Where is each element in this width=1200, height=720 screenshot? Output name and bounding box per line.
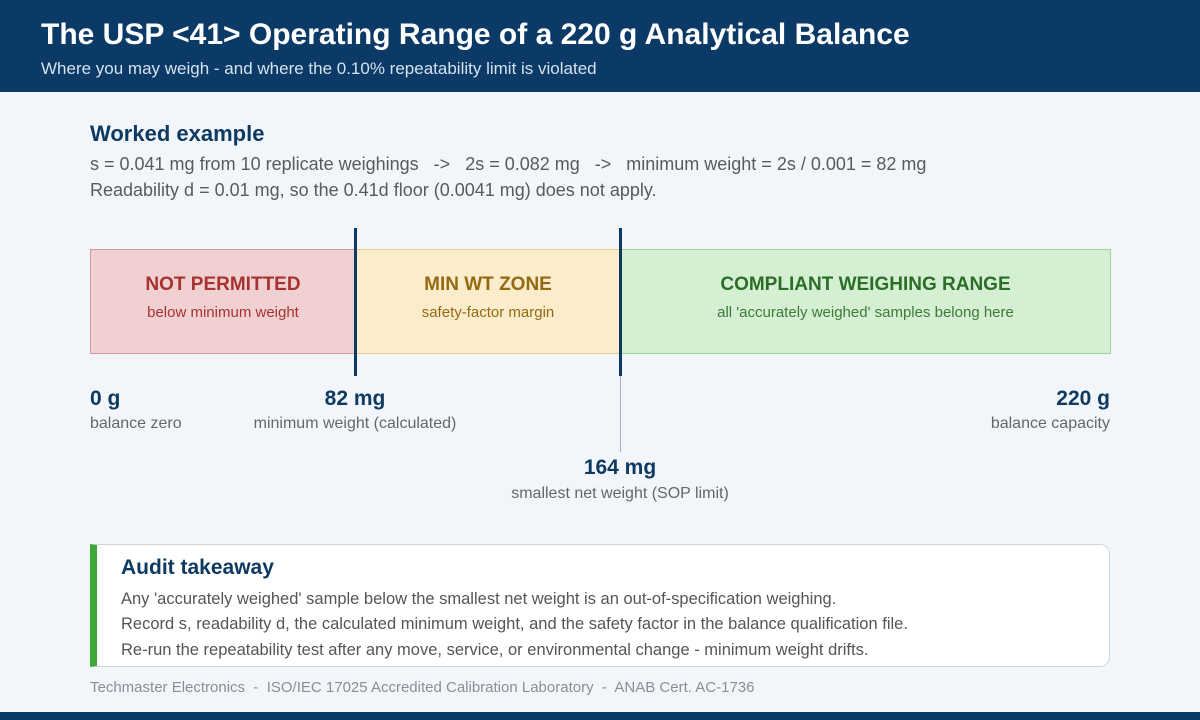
marker-zero-value: 0 g [90, 387, 121, 410]
bottom-bar [0, 712, 1200, 720]
zone-compliant: COMPLIANT WEIGHING RANGE all 'accurately… [620, 249, 1111, 354]
audit-takeaway-line: Any 'accurately weighed' sample below th… [121, 590, 837, 608]
audit-takeaway-line: Re-run the repeatability test after any … [121, 641, 869, 659]
zone-not-permitted: NOT PERMITTED below minimum weight [90, 249, 356, 354]
zone-min-wt-subtitle: safety-factor margin [421, 304, 555, 321]
worked-example-calculation: s = 0.041 mg from 10 replicate weighings… [90, 154, 927, 174]
marker-min-weight-label: minimum weight (calculated) [253, 415, 457, 432]
zone-not-permitted-title: NOT PERMITTED [145, 274, 301, 295]
page-title: The USP <41> Operating Range of a 220 g … [41, 18, 910, 51]
marker-capacity-value: 220 g [1056, 387, 1110, 410]
zone-compliant-title: COMPLIANT WEIGHING RANGE [720, 274, 1011, 295]
audit-takeaway-line: Record s, readability d, the calculated … [121, 615, 908, 633]
marker-min-weight-value: 82 mg [324, 387, 386, 410]
min-weight-divider [354, 228, 357, 376]
header-banner: The USP <41> Operating Range of a 220 g … [0, 0, 1200, 92]
marker-zero-label: balance zero [90, 415, 182, 432]
page-subtitle: Where you may weigh - and where the 0.10… [41, 59, 597, 78]
audit-takeaway-box: Audit takeaway Any 'accurately weighed' … [90, 544, 1110, 667]
zone-min-wt-title: MIN WT ZONE [424, 274, 552, 295]
worked-example-readability: Readability d = 0.01 mg, so the 0.41d fl… [90, 180, 657, 200]
marker-smallest-net-value: 164 mg [583, 456, 657, 479]
audit-takeaway-title: Audit takeaway [121, 556, 274, 579]
smallest-net-leader-line [620, 376, 621, 452]
zone-not-permitted-subtitle: below minimum weight [147, 304, 299, 321]
marker-capacity-label: balance capacity [990, 415, 1110, 432]
worked-example-title: Worked example [90, 121, 265, 146]
footer-credits: Techmaster Electronics - ISO/IEC 17025 A… [90, 679, 755, 696]
zone-compliant-subtitle: all 'accurately weighed' samples belong … [717, 304, 1014, 321]
zone-min-wt: MIN WT ZONE safety-factor margin [356, 249, 620, 354]
smallest-net-divider [619, 228, 622, 376]
marker-smallest-net-label: smallest net weight (SOP limit) [511, 485, 729, 502]
